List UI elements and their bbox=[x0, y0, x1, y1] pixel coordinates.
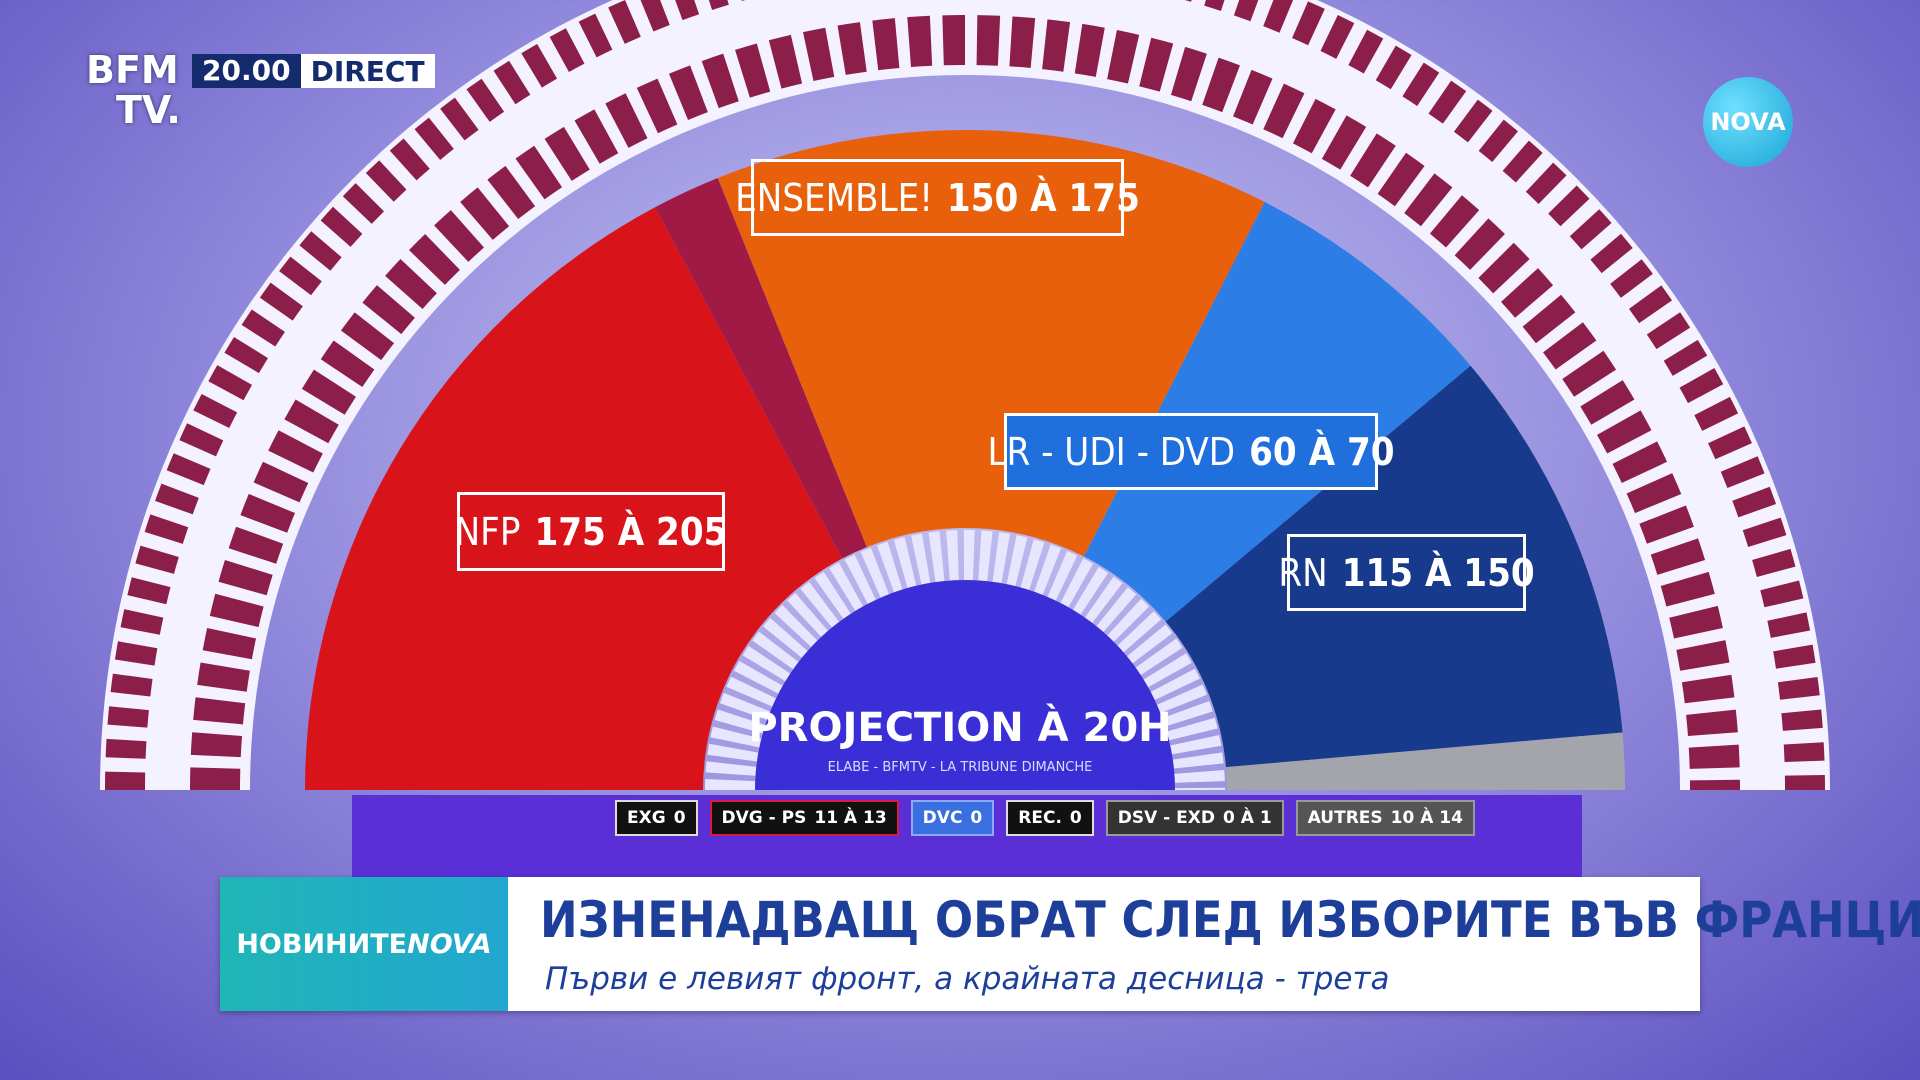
other-party: DVG - PS 11 À 13 bbox=[709, 800, 899, 836]
other-party-range: 0 bbox=[673, 808, 686, 828]
party-name: LR - UDI - DVD bbox=[987, 429, 1236, 474]
other-parties: EXG 0 DVG - PS 11 À 13 DVC 0 REC. 0 DSV - EXD 0 À… bbox=[615, 800, 1475, 836]
logo-line: TV. bbox=[116, 88, 181, 132]
seat-wedge bbox=[305, 207, 842, 791]
seat-wedge bbox=[655, 178, 867, 559]
time: 20.00 bbox=[192, 54, 301, 88]
other-party: EXG 0 bbox=[615, 800, 698, 836]
projection-title: PROJECTION À 20H bbox=[748, 705, 1172, 751]
brand: НОВИНИТЕ bbox=[236, 928, 408, 960]
center-floor bbox=[755, 580, 1175, 790]
party-range: 175 À 205 bbox=[534, 509, 728, 554]
party-name: NFP bbox=[454, 509, 521, 554]
logo-line: BFM bbox=[86, 48, 179, 92]
other-party-name: DVC bbox=[922, 808, 963, 828]
party-name: ENSEMBLE! bbox=[735, 175, 933, 220]
other-party-range: 10 À 14 bbox=[1390, 808, 1463, 828]
party-label: RN 115 À 150 bbox=[1278, 534, 1535, 611]
party-range: 115 À 150 bbox=[1341, 550, 1535, 595]
party-label: NFP 175 À 205 bbox=[454, 492, 728, 571]
seat-wedge bbox=[1165, 365, 1623, 768]
other-party-range: 11 À 13 bbox=[814, 808, 887, 828]
nova-logo: NOVA bbox=[1703, 77, 1793, 167]
other-party: REC. 0 bbox=[1006, 800, 1094, 836]
other-party: DSV - EXD 0 À 1 bbox=[1105, 800, 1284, 836]
party-label: LR - UDI - DVD 60 À 70 bbox=[987, 413, 1395, 490]
projection-source: ELABE - BFMTV - LA TRIBUNE DIMANCHE bbox=[827, 760, 1093, 775]
other-party: AUTRES 10 À 14 bbox=[1295, 800, 1475, 836]
other-party-name: REC. bbox=[1018, 808, 1062, 828]
other-party-name: DSV - EXD bbox=[1117, 808, 1215, 828]
other-party-range: 0 À 1 bbox=[1223, 808, 1272, 828]
outer-ring bbox=[100, 0, 1830, 791]
other-party: DVC 0 bbox=[910, 800, 995, 836]
seat-wedge bbox=[1083, 201, 1471, 622]
party-range: 150 À 175 bbox=[946, 175, 1140, 220]
seat-row bbox=[105, 0, 1825, 791]
brand-logo: NOVA bbox=[407, 928, 492, 960]
subheadline: Първи е левият фронт, а крайната десница… bbox=[545, 961, 1390, 997]
other-party-range: 0 bbox=[1069, 808, 1082, 828]
live: DIRECT bbox=[310, 54, 425, 88]
seat-row bbox=[190, 15, 1740, 791]
inner-ring bbox=[705, 530, 1225, 791]
party-range: 60 À 70 bbox=[1249, 429, 1395, 474]
other-party-range: 0 bbox=[970, 808, 983, 828]
bfm-logo: BFM TV. bbox=[86, 50, 181, 130]
brand-panel: НОВИНИТЕ NOVA bbox=[220, 877, 508, 1011]
seat-wedge bbox=[1226, 732, 1625, 790]
headline: ИЗНЕНАДВАЩ ОБРАТ СЛЕД ИЗБОРИТЕ ВЪВ ФРАНЦ… bbox=[540, 891, 1920, 949]
other-party-name: EXG bbox=[627, 808, 666, 828]
other-party-name: AUTRES bbox=[1307, 808, 1383, 828]
party-name: RN bbox=[1278, 550, 1328, 595]
lower-third: НОВИНИТЕ NOVA ИЗНЕНАДВАЩ ОБРАТ СЛЕД ИЗБОР… bbox=[220, 877, 1920, 1011]
other-party-name: DVG - PS bbox=[721, 808, 807, 828]
party-label: ENSEMBLE! 150 À 175 bbox=[735, 159, 1140, 236]
time-box: 20.00 DIRECT bbox=[192, 54, 435, 88]
